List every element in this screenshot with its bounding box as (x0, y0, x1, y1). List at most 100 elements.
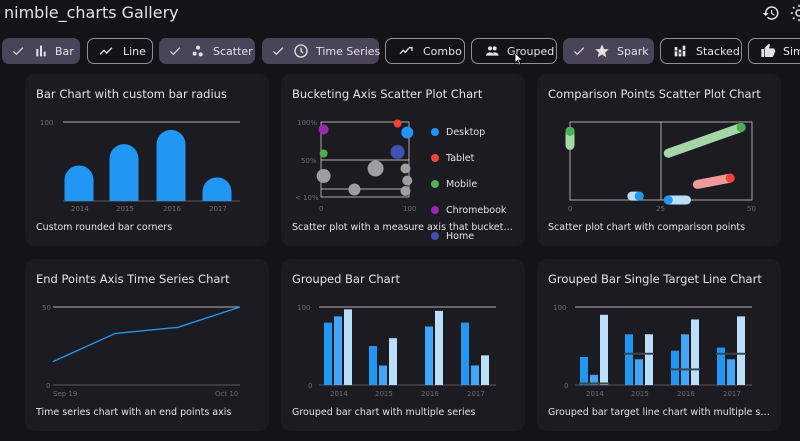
scatter-point (402, 175, 413, 186)
chip-label: Spark (617, 44, 649, 58)
bar (389, 338, 397, 385)
bar (435, 310, 443, 385)
series-line (52, 306, 241, 363)
x-tick-label: 100 (403, 205, 416, 213)
bar (727, 359, 735, 385)
x-tick-label: 2017 (467, 390, 485, 398)
legend-swatch (431, 232, 439, 240)
y-tick-label: 50% (301, 157, 317, 165)
comparison-segment (692, 173, 735, 189)
bar (334, 316, 342, 385)
grouped-target-chart: 100 0 2014 2015 2016 2017 (553, 304, 752, 398)
chip-bar[interactable]: Bar (2, 38, 80, 64)
bar (369, 346, 377, 385)
legend-label: Home (446, 231, 474, 242)
comparison-point (565, 126, 575, 136)
card-subtitle: Custom rounded bar corners (36, 222, 173, 233)
x-tick-label: 2015 (116, 205, 134, 213)
y-tick-label: 0 (308, 382, 312, 390)
scatter-point (348, 183, 361, 196)
bar (625, 334, 633, 385)
scatter-icon (192, 45, 203, 57)
card-title: Bar Chart with custom bar radius (36, 87, 227, 101)
comparison-point (663, 195, 673, 205)
check-icon (573, 47, 585, 56)
card-title: Bucketing Axis Scatter Plot Chart (292, 87, 483, 101)
x-tick-label: 0 (319, 205, 323, 213)
chart-card-bucketing-scatter[interactable]: Bucketing Axis Scatter Plot Chart 100% 5… (281, 74, 525, 246)
y-tick-label: 100 (553, 304, 566, 312)
scatter-point (400, 163, 411, 174)
bar-radius-chart: 100 2014 2015 2016 2017 (40, 119, 240, 213)
legend-swatch (431, 206, 439, 214)
chart-card-time-series[interactable]: End Points Axis Time Series Chart 50 0 S… (25, 259, 269, 431)
check-icon (272, 47, 284, 56)
chip-line[interactable]: Line (87, 38, 153, 64)
app-title: nimble_charts Gallery (4, 3, 179, 22)
chip-scatter[interactable]: Scatter (159, 38, 255, 64)
scatter-point (316, 169, 331, 183)
card-subtitle: Scatter plot with a measure axis that bu… (292, 222, 514, 233)
mouse-cursor-icon (514, 52, 524, 66)
legend-label: Tablet (445, 153, 475, 164)
chip-label: Stacked (696, 44, 740, 58)
comparison-point (736, 122, 746, 132)
clock-icon (294, 44, 308, 58)
x-tick-label: 2017 (723, 390, 741, 398)
bar (681, 334, 689, 385)
y-tick-label: 50 (42, 304, 51, 312)
chip-time-series[interactable]: Time Series (262, 38, 381, 64)
bar (64, 165, 94, 201)
plot-frame (320, 121, 410, 198)
legend-swatch (431, 180, 439, 188)
chip-label: Line (123, 44, 146, 58)
bar (471, 365, 479, 385)
chip-label: Combo (423, 44, 462, 58)
bar (717, 347, 725, 385)
bar-chart-icon (36, 45, 46, 57)
chip-label: Time Series (316, 44, 381, 58)
chip-label: Grouped (507, 44, 555, 58)
app-bar: nimble_charts Gallery (0, 0, 800, 32)
x-tick-label: 2015 (631, 390, 649, 398)
history-icon[interactable] (762, 4, 780, 22)
bar (202, 177, 232, 201)
scatter-point (367, 160, 384, 177)
y-tick-label: < 10% (295, 194, 319, 202)
card-subtitle: Scatter plot chart with comparison point… (548, 222, 746, 233)
chip-combo[interactable]: Combo (385, 38, 465, 64)
x-tick-label: 2015 (375, 390, 393, 398)
card-title: End Points Axis Time Series Chart (36, 272, 230, 286)
legend-label: Mobile (446, 179, 477, 190)
chart-card-comparison-scatter[interactable]: Comparison Points Scatter Plot Chart 0 2… (537, 74, 781, 246)
chip-stacked[interactable]: Stacked (660, 38, 742, 64)
legend-swatch (431, 154, 439, 162)
chart-card-bar-radius[interactable]: Bar Chart with custom bar radius 100 201… (25, 74, 269, 246)
grouped-bar-chart: 100 0 2014 2015 2016 2017 (297, 304, 496, 398)
x-tick-label: 0 (568, 205, 572, 213)
brightness-icon[interactable] (790, 4, 800, 22)
bar (671, 350, 679, 385)
x-tick-label: 2017 (209, 205, 227, 213)
y-tick-label: 100 (297, 304, 310, 312)
scatter-point (318, 124, 329, 135)
scatter-point (400, 186, 411, 196)
y-tick-label: 100% (297, 119, 317, 127)
x-tick-label: 2016 (421, 390, 439, 398)
x-tick-label: 2016 (163, 205, 181, 213)
check-icon (169, 47, 181, 56)
chart-card-grouped-target[interactable]: Grouped Bar Single Target Line Chart 100… (537, 259, 781, 431)
chip-sim[interactable]: Sim (748, 38, 800, 64)
chip-grouped[interactable]: Grouped (471, 38, 557, 64)
card-subtitle: Time series chart with an end points axi… (36, 407, 232, 418)
chip-label: Scatter (213, 44, 253, 58)
bar (691, 319, 699, 385)
bucketing-scatter-chart: 100% 50% < 10% 0 100 Desktop Tablet Mobile… (295, 119, 507, 242)
scatter-point (319, 149, 328, 158)
bar (425, 326, 433, 385)
comparison-point (634, 191, 644, 201)
chart-card-grouped-bar[interactable]: Grouped Bar Chart 100 0 2014 2015 2016 2017… (281, 259, 525, 431)
chip-spark[interactable]: Spark (563, 38, 654, 64)
bar (481, 355, 489, 385)
comparison-point (725, 173, 735, 183)
